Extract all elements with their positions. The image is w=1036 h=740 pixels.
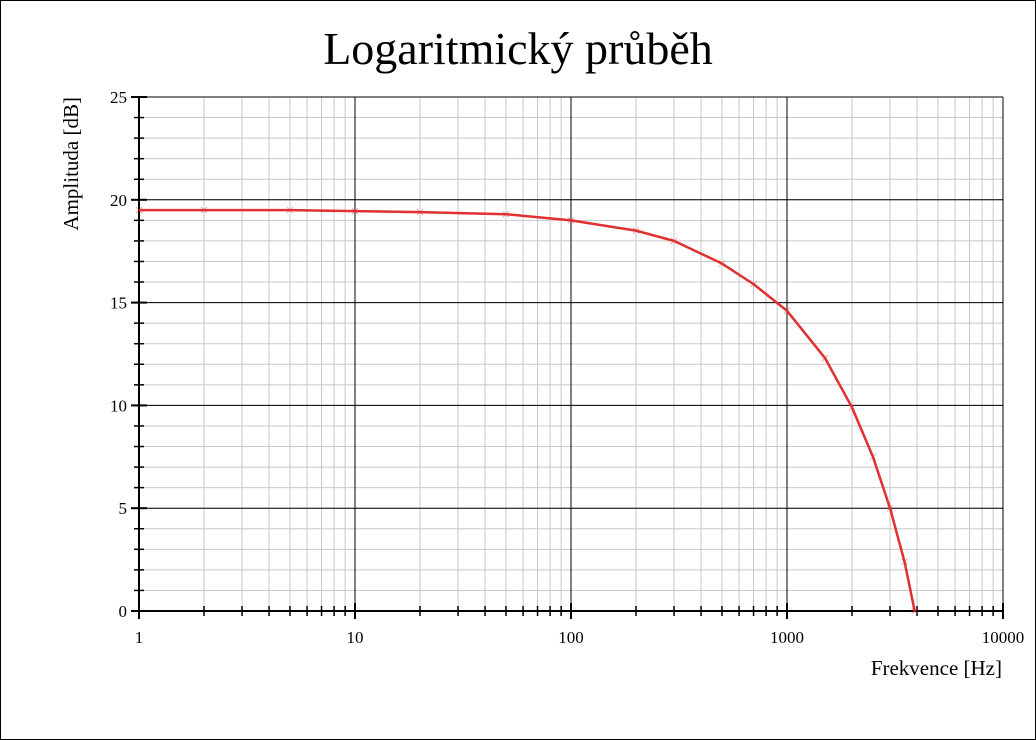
data-point <box>848 404 856 411</box>
data-point <box>911 607 919 615</box>
x-tick-label: 10000 <box>982 628 1025 647</box>
y-tick-label: 20 <box>110 191 127 210</box>
x-tick-label: 1000 <box>770 628 804 647</box>
chart-title: Logaritmický průběh <box>323 23 713 74</box>
data-point <box>718 260 726 267</box>
data-point <box>502 210 510 218</box>
data-point <box>783 307 791 315</box>
data-point <box>821 354 829 362</box>
data-point <box>416 208 424 216</box>
y-tick-label: 0 <box>119 602 128 621</box>
data-point <box>200 206 208 214</box>
y-tick-label: 15 <box>110 294 127 313</box>
data-point <box>135 206 143 214</box>
x-tick-label: 1 <box>135 628 144 647</box>
x-axis-label: Frekvence [Hz] <box>871 656 1002 680</box>
y-axis-label: Amplituda [dB] <box>59 97 83 231</box>
data-point <box>351 207 359 215</box>
data-point <box>869 453 877 461</box>
data-point <box>886 504 894 512</box>
data-point <box>632 227 640 234</box>
data-line <box>139 208 916 612</box>
data-point <box>750 280 757 288</box>
y-tick-label: 10 <box>110 396 127 415</box>
data-point <box>567 217 575 224</box>
data-point <box>670 237 678 245</box>
x-tick-label: 10 <box>347 628 364 647</box>
data-point <box>286 206 294 214</box>
y-tick-label: 5 <box>119 499 128 518</box>
data-point <box>901 558 908 566</box>
y-tick-label: 25 <box>110 88 127 107</box>
x-tick-label: 100 <box>558 628 584 647</box>
